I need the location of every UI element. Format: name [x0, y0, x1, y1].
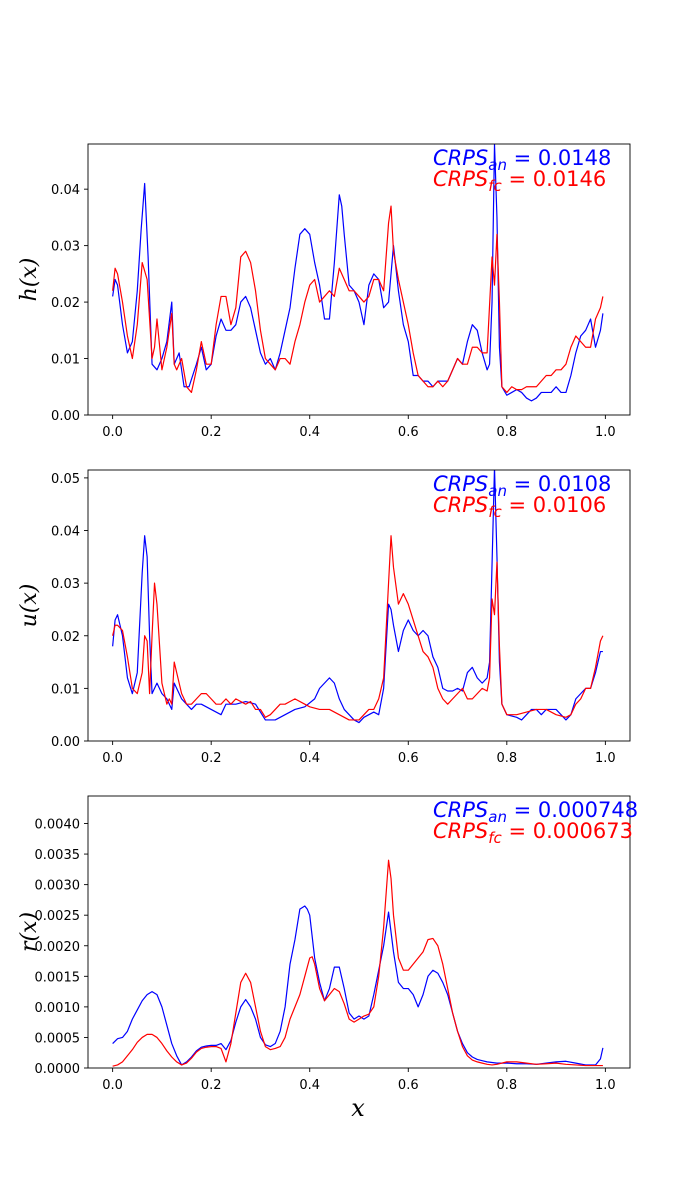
x-tick-label: 0.8: [496, 425, 517, 440]
y-tick-label: 0.05: [51, 472, 80, 487]
y-tick-label: 0.04: [51, 183, 80, 198]
y-tick-label: 0.0000: [35, 1062, 81, 1077]
y-axis-label: r(x): [17, 912, 42, 952]
series-line-fc: [112, 859, 603, 1067]
panel-2: 0.0 0.2 0.4 0.6 0.8 1.0 0.00 0.01 0.02 0.03 0.04 0.…: [17, 469, 631, 766]
series-line-an: [112, 144, 604, 402]
crps-annotation-fc: CRPSfc = 0.0146: [433, 167, 606, 195]
y-tick-label: 0.02: [51, 296, 80, 311]
x-tick-label: 1.0: [595, 751, 616, 766]
y-tick-label: 0.0005: [35, 1031, 81, 1046]
crps-annotation-fc: CRPSfc = 0.000673: [433, 819, 633, 847]
axes-frame: [87, 469, 631, 742]
x-tick-label: 0.0: [102, 751, 123, 766]
x-tick-label: 1.0: [595, 425, 616, 440]
x-tick-label: 0.2: [201, 425, 222, 440]
series-line-fc: [112, 205, 604, 394]
crps-annotation-an: CRPSan = 0.0108: [433, 472, 611, 500]
x-tick-label: 0.0: [102, 425, 123, 440]
x-tick-label: 0.4: [299, 751, 320, 766]
x-tick-label: 0.6: [398, 425, 419, 440]
series-line-fc: [112, 535, 604, 721]
y-tick-label: 0.0030: [35, 879, 81, 894]
crps-annotation-an: CRPSan = 0.0148: [433, 146, 611, 174]
x-tick-label: 0.8: [496, 1078, 517, 1093]
y-tick-label: 0.04: [51, 525, 80, 540]
y-tick-label: 0.0025: [35, 909, 81, 924]
x-tick-label: 1.0: [595, 1078, 616, 1093]
y-tick-label: 0.00: [51, 735, 80, 750]
x-tick-label: 0.2: [201, 1078, 222, 1093]
y-tick-label: 0.0040: [35, 818, 81, 833]
x-tick-label: 0.8: [496, 751, 517, 766]
y-tick-label: 0.03: [51, 240, 80, 255]
x-axis-label: x: [351, 1094, 365, 1122]
panel-1: 0.0 0.2 0.4 0.6 0.8 1.0 0.00 0.01 0.02 0.03 0.04 h(…: [17, 143, 631, 440]
x-tick-label: 0.6: [398, 751, 419, 766]
axes-frame: [87, 143, 631, 416]
crps-annotation-an: CRPSan = 0.000748: [433, 798, 638, 826]
series-line-an: [112, 905, 604, 1066]
series-line-an: [112, 470, 603, 724]
y-tick-label: 0.0020: [35, 940, 81, 955]
axes-frame: [87, 795, 631, 1069]
crps-annotation-fc: CRPSfc = 0.0106: [433, 493, 606, 521]
y-tick-label: 0.0010: [35, 1001, 81, 1016]
y-tick-label: 0.0015: [35, 970, 81, 985]
y-tick-label: 0.0035: [35, 848, 81, 863]
y-tick-label: 0.01: [51, 682, 80, 697]
x-tick-label: 0.4: [299, 425, 320, 440]
y-tick-label: 0.03: [51, 577, 80, 592]
y-axis-label: h(x): [17, 258, 42, 302]
y-tick-label: 0.00: [51, 409, 80, 424]
x-tick-label: 0.0: [102, 1078, 123, 1093]
y-axis-label: u(x): [17, 584, 42, 628]
y-tick-label: 0.01: [51, 353, 80, 368]
panel-3: 0.0 0.2 0.4 0.6 0.8 1.0 0.0000 0.0005 0.0010 0.00…: [17, 795, 638, 1093]
x-tick-label: 0.2: [201, 751, 222, 766]
y-tick-label: 0.02: [51, 630, 80, 645]
x-tick-label: 0.4: [299, 1078, 320, 1093]
x-tick-label: 0.6: [398, 1078, 419, 1093]
